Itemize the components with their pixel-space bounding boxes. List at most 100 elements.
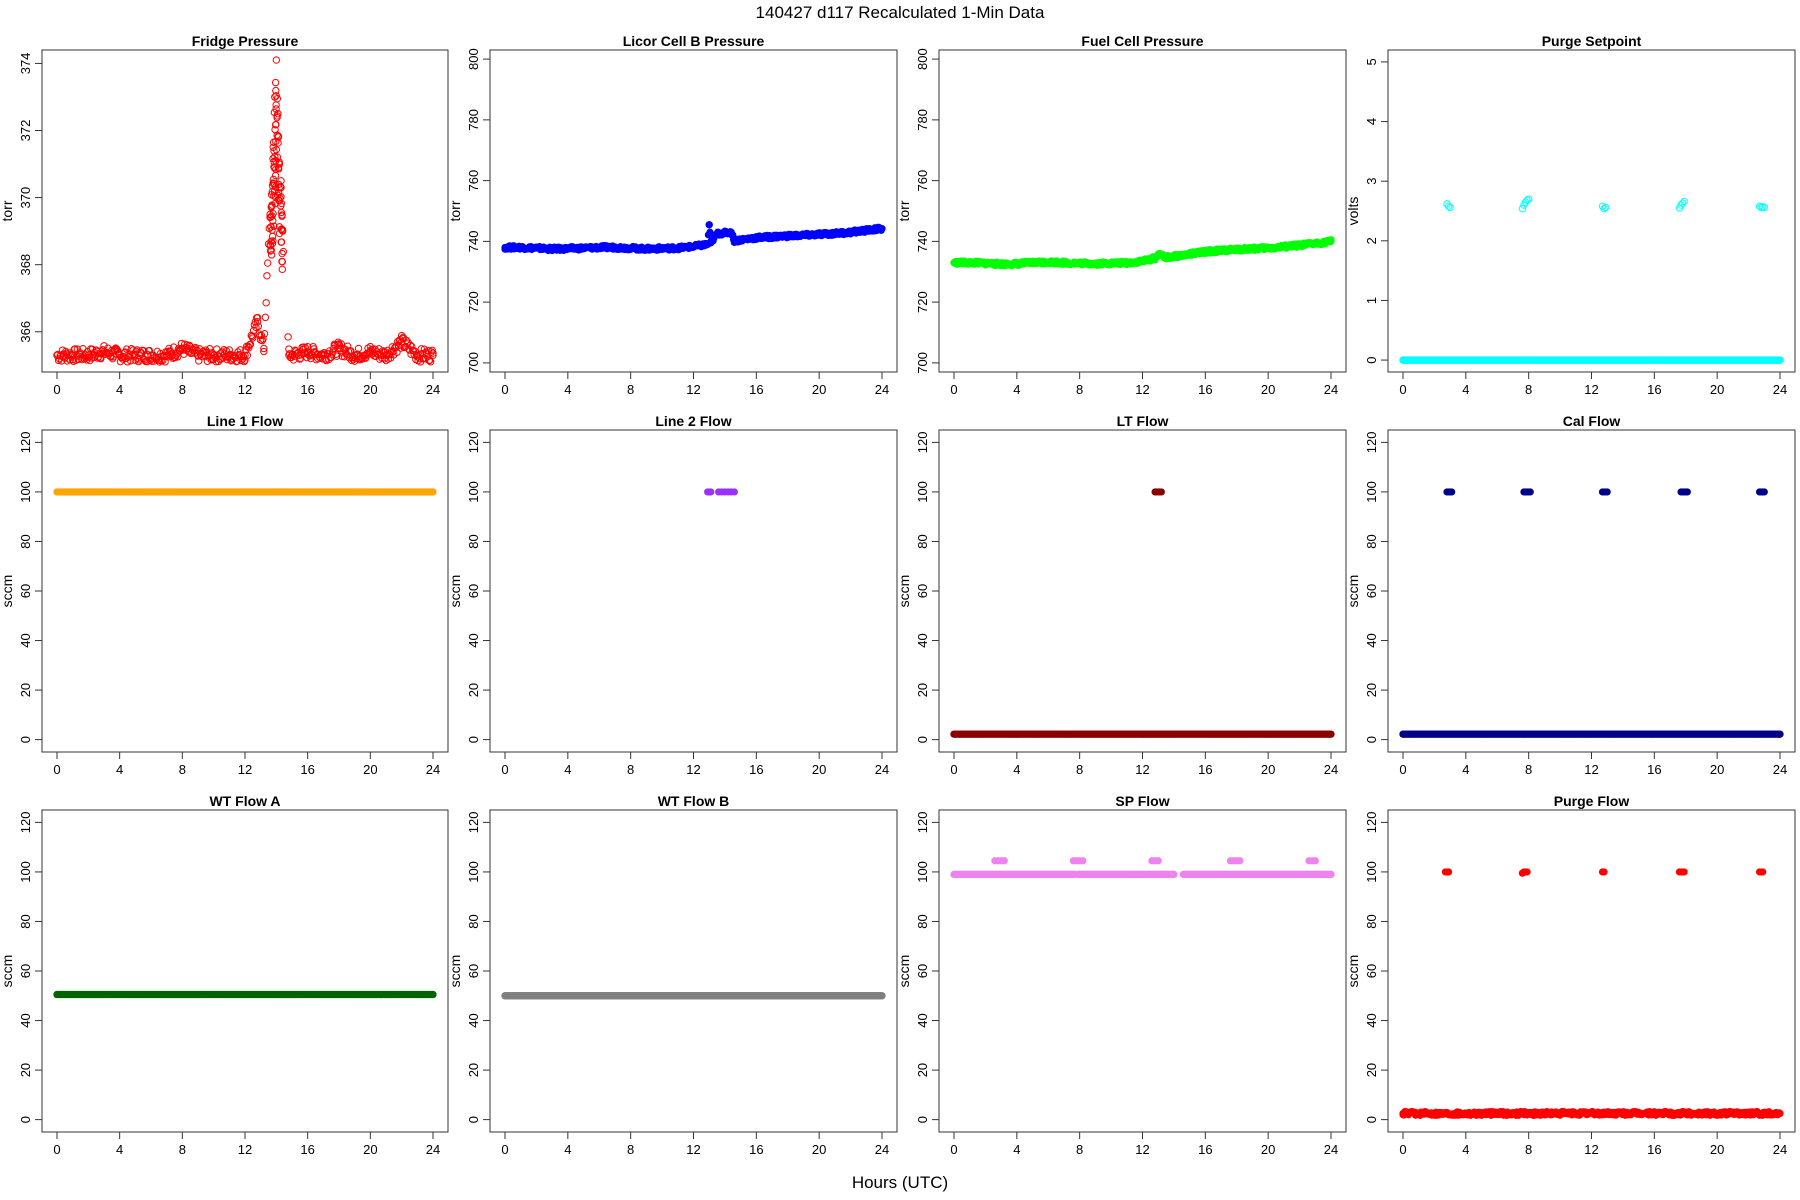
data-point — [267, 251, 276, 259]
x-tick-label: 8 — [179, 382, 186, 397]
data-point — [1776, 730, 1784, 738]
data-point — [253, 313, 262, 322]
x-tick-label: 4 — [116, 1142, 123, 1157]
data-series — [53, 488, 437, 496]
data-point — [277, 238, 286, 246]
data-series — [950, 236, 1335, 270]
data-point — [1091, 259, 1099, 268]
x-tick-label: 8 — [179, 762, 186, 777]
data-point — [273, 131, 281, 139]
data-point — [278, 265, 286, 274]
data-point — [383, 346, 392, 355]
plot-frame — [1387, 429, 1796, 753]
data-point — [784, 232, 792, 240]
y-tick-label: 740 — [915, 231, 930, 253]
data-series — [53, 990, 437, 999]
x-tick-label: 16 — [300, 382, 314, 397]
data-point — [1448, 488, 1456, 496]
data-point — [642, 245, 650, 253]
data-point — [97, 354, 105, 363]
data-point — [278, 249, 286, 258]
data-point — [269, 217, 277, 225]
y-tick-label: 40 — [466, 633, 481, 647]
y-tick-label: 60 — [466, 584, 481, 598]
x-tick-label: 4 — [564, 382, 571, 397]
x-tick-label: 20 — [363, 382, 377, 397]
plot-frame — [41, 429, 449, 753]
data-point — [263, 272, 271, 280]
data-point — [398, 334, 407, 343]
data-point — [241, 351, 249, 359]
data-point — [1601, 203, 1610, 212]
data-point — [278, 212, 286, 220]
y-tick-label: 40 — [915, 1013, 930, 1027]
x-tick-label: 20 — [812, 1142, 826, 1157]
data-point — [674, 244, 682, 252]
data-point — [131, 351, 140, 359]
plot-frame — [489, 429, 898, 753]
data-point — [271, 121, 280, 129]
x-tick-label: 0 — [501, 762, 508, 777]
y-tick-label: 20 — [466, 683, 481, 697]
data-point — [721, 229, 729, 237]
data-series — [950, 488, 1335, 738]
x-tick-label: 20 — [812, 762, 826, 777]
y-tick-label: 80 — [1364, 534, 1379, 548]
x-tick-label: 12 — [1135, 382, 1149, 397]
data-point — [246, 340, 255, 348]
panel-title: Line 1 Flow — [207, 413, 283, 429]
data-point — [402, 336, 411, 345]
x-tick-label: 20 — [812, 382, 826, 397]
data-point — [325, 355, 333, 364]
y-tick-label: 760 — [915, 170, 930, 192]
data-point — [277, 193, 285, 201]
data-point — [270, 147, 278, 155]
y-tick-label: 720 — [915, 291, 930, 313]
data-point — [261, 313, 270, 322]
figure-title: 140427 d117 Recalculated 1-Min Data — [756, 3, 1045, 22]
y-tick-label: 800 — [466, 48, 481, 70]
x-tick-label: 20 — [1710, 382, 1724, 397]
data-point — [1264, 244, 1272, 252]
data-series — [53, 56, 437, 366]
x-axis-title: Hours (UTC) — [852, 1173, 948, 1192]
plot-frame — [489, 49, 898, 373]
panel-title: Licor Cell B Pressure — [623, 33, 765, 49]
plot-frame — [41, 809, 449, 1133]
data-point — [548, 245, 556, 253]
panel-title: Fridge Pressure — [192, 33, 299, 49]
data-point — [288, 351, 296, 359]
y-tick-label: 120 — [18, 812, 33, 834]
x-tick-label: 16 — [749, 382, 763, 397]
y-tick-label: 760 — [466, 170, 481, 192]
y-tick-label: 80 — [466, 534, 481, 548]
data-point — [595, 243, 603, 252]
data-point — [1683, 488, 1691, 496]
panel-title: WT Flow A — [209, 793, 280, 809]
data-point — [713, 230, 721, 238]
panel-title: Purge Setpoint — [1542, 33, 1642, 49]
y-axis-label: sccm — [0, 955, 15, 988]
data-point — [1680, 197, 1688, 206]
x-tick-label: 0 — [1399, 382, 1406, 397]
data-point — [1526, 488, 1534, 496]
data-point — [730, 488, 738, 496]
y-axis-label: sccm — [896, 575, 912, 608]
data-point — [303, 342, 312, 351]
data-point — [1138, 257, 1147, 265]
x-tick-label: 8 — [1076, 1142, 1083, 1157]
data-point — [1201, 248, 1209, 256]
data-point — [267, 202, 276, 211]
y-axis-label: sccm — [1345, 575, 1361, 608]
data-point — [1760, 488, 1768, 496]
y-tick-label: 80 — [915, 914, 930, 928]
data-point — [752, 234, 760, 242]
y-tick-label: 120 — [466, 432, 481, 454]
x-tick-label: 16 — [749, 762, 763, 777]
data-point — [1399, 730, 1407, 738]
